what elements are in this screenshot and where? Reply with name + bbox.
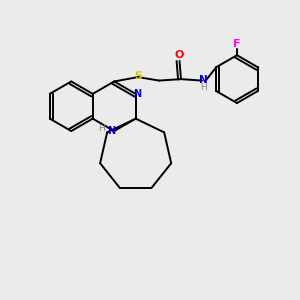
- Text: N: N: [106, 126, 115, 136]
- Text: O: O: [175, 50, 184, 60]
- Text: H: H: [99, 124, 105, 133]
- Text: F: F: [233, 39, 241, 49]
- Text: H: H: [200, 83, 207, 92]
- Text: N: N: [200, 75, 208, 85]
- Text: S: S: [135, 71, 143, 82]
- Text: N: N: [133, 89, 141, 99]
